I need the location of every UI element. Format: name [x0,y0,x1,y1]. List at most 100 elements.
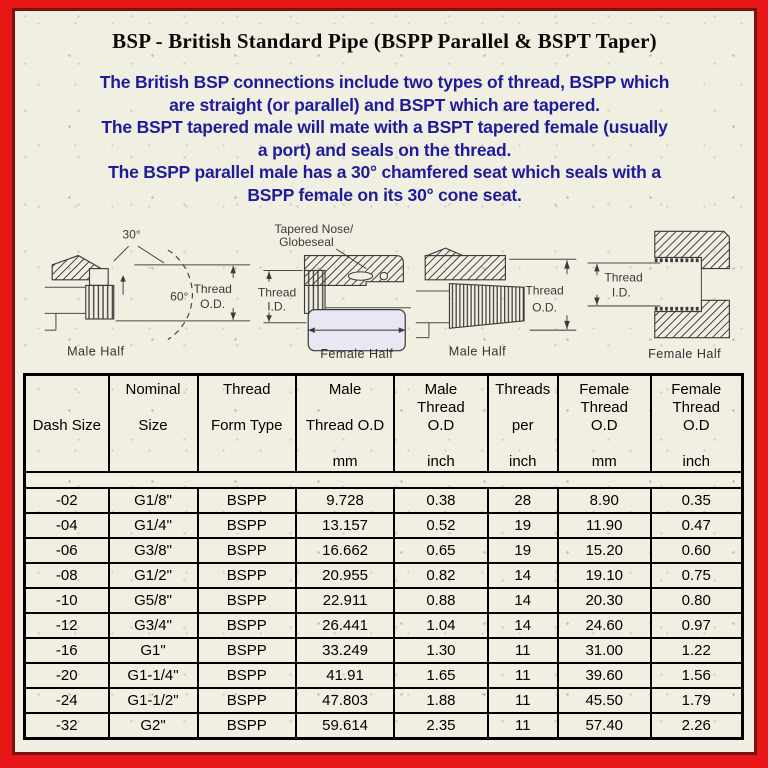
thread-section [85,284,115,320]
table-cell: 0.38 [393,487,489,514]
table-cell: -12 [23,612,110,639]
column-header: Threads per inch [486,373,559,473]
table-cell: G1/2" [107,562,199,589]
table-cell: 19 [486,537,559,564]
intro-line: The British BSP connections include two … [99,72,670,92]
table-row: -24 G1-1/2" BSPP 47.803 1.88 11 45.50 1.79 [23,687,744,714]
table-row: -20 G1-1/4" BSPP 41.91 1.65 11 39.60 1.56 [23,662,744,689]
table-cell: 14 [486,562,559,589]
intro-line: a port) and seals on the thread. [257,139,512,160]
diagram-caption: Male Half [449,344,506,358]
table-cell: G2" [107,712,199,740]
thread-section [449,282,525,329]
table-cell: BSPP [196,612,297,639]
diagram-caption: Female Half [648,347,721,361]
table-cell: 0.35 [649,487,744,514]
diagram-female-half-port: Thread I.D. Female Half [587,230,731,361]
table-cell: -16 [23,637,110,664]
thread-diagrams-row: 30° 60° Thread O.D. Male Half [15,217,754,369]
seal-ball [379,271,388,281]
table-cell: G5/8" [107,587,199,614]
table-cell: 59.614 [294,712,396,740]
table-cell: 31.00 [556,637,652,664]
intro-line: BSPP female on its 30° cone seat. [247,184,522,205]
spacer-row [23,471,744,489]
table-cell: 16.662 [294,537,396,564]
table-cell: 13.157 [294,512,396,539]
table-row: -12 G3/4" BSPP 26.441 1.04 14 24.60 0.97 [23,612,744,639]
table-cell: BSPP [196,662,297,689]
table-cell: BSPP [196,512,297,539]
table-row: -32 G2" BSPP 59.614 2.35 11 57.40 2.26 [23,712,744,740]
table-cell: 39.60 [556,662,652,689]
cone-seat-arc [167,249,193,340]
table-cell: 24.60 [556,612,652,639]
table-cell: 28 [486,487,559,514]
thread-id-label-line1: Thread [604,271,642,285]
globeseal-note-line2: Globeseal [279,235,334,249]
thread-id-label-line2: I.D. [612,286,631,300]
table-cell: G3/4" [107,612,199,639]
table-cell: 0.75 [649,562,744,589]
table-cell: 2.26 [649,712,744,740]
diagram-caption: Female Half [320,347,393,361]
table-cell: 26.441 [294,612,396,639]
table-cell: 19.10 [556,562,652,589]
table-cell: -08 [23,562,110,589]
column-header: Male Thread O.D mm [294,373,396,473]
table-cell: 2.35 [393,712,489,740]
table-cell: 22.911 [294,587,396,614]
table-cell: 15.20 [556,537,652,564]
spec-table-body: -02 G1/8" BSPP 9.728 0.38 28 8.90 0.35 -04 G1/4" B… [23,471,744,740]
table-cell: BSPP [196,487,297,514]
table-cell: 19 [486,512,559,539]
table-cell: BSPP [196,537,297,564]
table-cell: G1-1/4" [107,662,199,689]
column-header: Female Thread O.D inch [649,373,744,473]
table-row: -16 G1" BSPP 33.249 1.30 11 31.00 1.22 [23,637,744,664]
table-cell: 0.65 [393,537,489,564]
document-body: BSP - British Standard Pipe (BSPP Parall… [12,8,757,755]
table-cell: 1.56 [649,662,744,689]
table-cell: 11 [486,662,559,689]
thread-od-label-line1: Thread [526,284,564,298]
thread-id-label-line2: I.D. [267,300,286,314]
intro-text: The British BSP connections include two … [15,71,754,206]
table-cell: G1/8" [107,487,199,514]
table-cell: 14 [486,612,559,639]
table-cell: -04 [23,512,110,539]
column-header: Female Thread O.D mm [556,373,652,473]
intro-line: are straight (or parallel) and BSPT whic… [169,94,600,115]
table-row: -04 G1/4" BSPP 13.157 0.52 19 11.90 0.47 [23,512,744,539]
table-cell: 0.82 [393,562,489,589]
table-cell: 0.97 [649,612,744,639]
table-cell: 47.803 [294,687,396,714]
angle-60-label: 60° [170,289,188,303]
table-row: -10 G5/8" BSPP 22.911 0.88 14 20.30 0.80 [23,587,744,614]
table-cell: -32 [23,712,110,740]
table-cell: 11.90 [556,512,652,539]
seal-lens [347,271,373,281]
angle-30-label: 30° [122,228,140,242]
thread-id-label-line1: Thread [257,286,295,300]
table-cell: 57.40 [556,712,652,740]
thread-od-label-line2: O.D. [200,297,225,311]
table-cell: 11 [486,687,559,714]
table-cell: BSPP [196,637,297,664]
bsp-spec-table: Dash Size Nominal Size Thread Form Type Mal… [23,373,744,740]
table-cell: 20.955 [294,562,396,589]
hatched-body [424,254,507,281]
table-cell: G1" [107,637,199,664]
table-cell: -10 [23,587,110,614]
column-header: Male Thread O.D inch [393,373,489,473]
table-cell: G3/8" [107,537,199,564]
globeseal-note-line1: Tapered Nose/ [274,222,353,236]
thread-od-label-line2: O.D. [532,301,557,315]
table-cell: 1.79 [649,687,744,714]
column-header: Thread Form Type [196,373,297,473]
pilot-nose [88,268,109,286]
table-cell: 1.30 [393,637,489,664]
table-cell: 1.04 [393,612,489,639]
table-cell: 1.88 [393,687,489,714]
table-cell: 33.249 [294,637,396,664]
